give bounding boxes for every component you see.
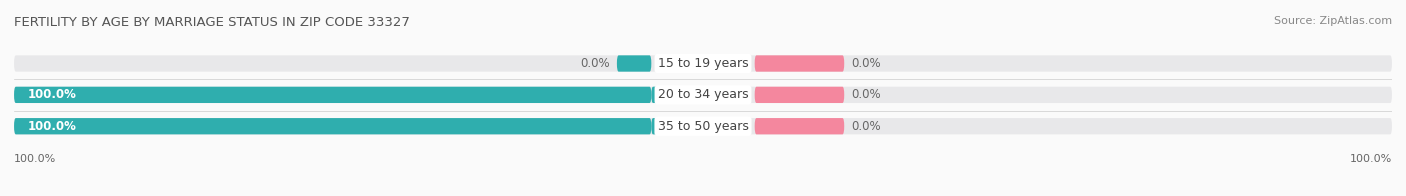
Text: 100.0%: 100.0% — [28, 120, 77, 133]
FancyBboxPatch shape — [14, 118, 1392, 134]
FancyBboxPatch shape — [755, 118, 844, 134]
FancyBboxPatch shape — [14, 118, 651, 134]
Text: 0.0%: 0.0% — [851, 120, 880, 133]
FancyBboxPatch shape — [755, 87, 844, 103]
Text: 100.0%: 100.0% — [28, 88, 77, 101]
FancyBboxPatch shape — [651, 87, 703, 103]
Text: 35 to 50 years: 35 to 50 years — [658, 120, 748, 133]
FancyBboxPatch shape — [14, 55, 1392, 72]
FancyBboxPatch shape — [14, 87, 1392, 103]
Text: Source: ZipAtlas.com: Source: ZipAtlas.com — [1274, 16, 1392, 26]
Text: 20 to 34 years: 20 to 34 years — [658, 88, 748, 101]
Text: 0.0%: 0.0% — [851, 57, 880, 70]
Text: 0.0%: 0.0% — [851, 88, 880, 101]
FancyBboxPatch shape — [14, 87, 651, 103]
Text: 0.0%: 0.0% — [581, 57, 610, 70]
Text: 100.0%: 100.0% — [1350, 153, 1392, 163]
Text: 100.0%: 100.0% — [14, 153, 56, 163]
FancyBboxPatch shape — [651, 118, 703, 134]
FancyBboxPatch shape — [617, 55, 651, 72]
Text: 15 to 19 years: 15 to 19 years — [658, 57, 748, 70]
Text: FERTILITY BY AGE BY MARRIAGE STATUS IN ZIP CODE 33327: FERTILITY BY AGE BY MARRIAGE STATUS IN Z… — [14, 16, 411, 29]
FancyBboxPatch shape — [755, 55, 844, 72]
